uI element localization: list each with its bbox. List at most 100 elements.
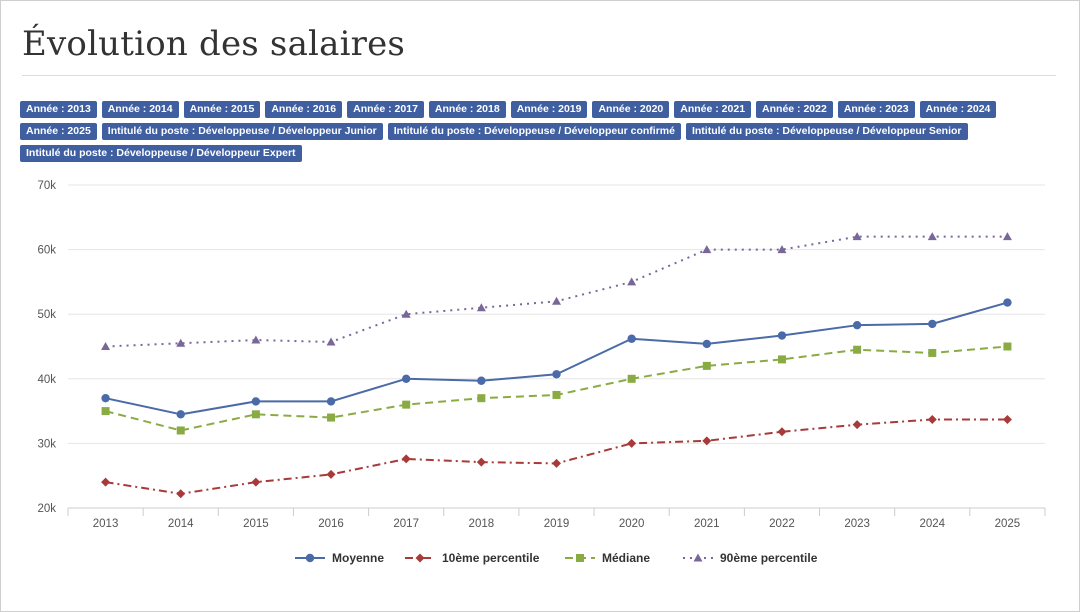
salary-line-chart: 20k 30k 40k 50k 60k 70k 2013 2014 2015 2016 2017 20… xyxy=(37,180,1046,565)
data-point xyxy=(777,331,787,340)
data-point xyxy=(327,413,336,422)
x-tick-label: 2022 xyxy=(769,518,795,530)
data-point xyxy=(101,342,111,350)
filter-tags: Année : 2013 Année : 2014 Année : 2015 Anné… xyxy=(20,101,1060,162)
data-point xyxy=(251,397,261,406)
data-point xyxy=(627,374,636,383)
data-point xyxy=(402,400,411,409)
data-point xyxy=(101,477,111,487)
data-point xyxy=(627,277,637,286)
data-point xyxy=(777,427,787,437)
series-line xyxy=(105,235,1008,348)
data-point xyxy=(176,338,186,347)
filter-tag[interactable]: Année : 2015 xyxy=(183,101,261,118)
data-point xyxy=(777,355,786,364)
series-line xyxy=(105,418,1008,495)
data-point xyxy=(852,320,862,330)
data-point xyxy=(477,376,486,385)
filter-tag[interactable]: Année : 2024 xyxy=(919,101,997,118)
filter-tag[interactable]: Année : 2018 xyxy=(428,101,506,118)
legend-item[interactable]: Médiane xyxy=(565,551,650,565)
data-point xyxy=(1002,414,1012,424)
data-point xyxy=(251,335,261,344)
legend-marker xyxy=(305,553,315,563)
data-point xyxy=(853,345,862,354)
x-tick-label: 2017 xyxy=(393,518,419,530)
data-point xyxy=(401,309,411,318)
x-tick-label: 2015 xyxy=(243,518,269,530)
series-10-me-percentile[interactable] xyxy=(101,414,1012,499)
legend-marker xyxy=(576,554,584,562)
y-tick-label: 70k xyxy=(37,180,56,192)
data-point xyxy=(627,334,636,343)
y-tick-label: 20k xyxy=(37,503,56,515)
legend-marker xyxy=(415,553,425,563)
data-point xyxy=(627,438,637,448)
x-tick-label: 2021 xyxy=(694,518,720,530)
title-divider xyxy=(22,75,1056,76)
legend-label: 90ème percentile xyxy=(720,551,818,565)
filter-tag[interactable]: Année : 2025 xyxy=(20,123,97,140)
data-point xyxy=(326,397,336,406)
data-point xyxy=(401,454,411,464)
data-point xyxy=(251,410,260,419)
series-m-diane[interactable] xyxy=(101,342,1012,435)
filter-tag[interactable]: Année : 2017 xyxy=(347,101,424,118)
data-point xyxy=(552,390,561,399)
data-point xyxy=(401,374,411,383)
data-point xyxy=(101,393,110,403)
data-point xyxy=(928,348,937,357)
data-point xyxy=(251,477,261,487)
data-point xyxy=(777,245,787,254)
filter-tag[interactable]: Intitulé du poste : Développeuse / Dével… xyxy=(387,123,681,140)
legend-label: Moyenne xyxy=(332,551,384,565)
y-tick-label: 50k xyxy=(37,309,56,321)
data-point xyxy=(476,457,486,467)
x-tick-label: 2019 xyxy=(544,518,570,530)
legend-item[interactable]: 10ème percentile xyxy=(405,551,540,565)
filter-tag[interactable]: Année : 2023 xyxy=(837,101,915,118)
data-point xyxy=(852,420,862,430)
filter-tag[interactable]: Intitulé du poste : Développeuse / Dével… xyxy=(685,123,968,140)
x-tick-label: 2016 xyxy=(318,518,344,530)
x-tick-label: 2023 xyxy=(844,518,870,530)
y-tick-label: 60k xyxy=(37,245,56,257)
data-point xyxy=(1002,232,1012,241)
data-point xyxy=(702,436,712,446)
y-tick-label: 40k xyxy=(37,374,56,386)
data-point xyxy=(326,469,336,479)
data-point xyxy=(176,489,186,499)
data-point xyxy=(852,232,862,241)
y-tick-label: 30k xyxy=(37,438,56,450)
filter-tag[interactable]: Année : 2016 xyxy=(265,101,343,118)
filter-tag[interactable]: Intitulé du poste : Développeuse / Dével… xyxy=(20,145,302,162)
data-point xyxy=(1003,298,1012,307)
data-point xyxy=(476,303,486,312)
x-tick-label: 2018 xyxy=(469,518,495,530)
legend-label: 10ème percentile xyxy=(442,551,540,565)
legend-item[interactable]: 90ème percentile xyxy=(683,551,818,565)
filter-tag[interactable]: Année : 2019 xyxy=(510,101,588,118)
x-tick-label: 2024 xyxy=(919,518,945,530)
data-point xyxy=(552,370,561,379)
filter-tag[interactable]: Intitulé du poste : Développeuse / Dével… xyxy=(101,123,383,140)
data-point xyxy=(552,458,561,468)
filter-tag[interactable]: Année : 2021 xyxy=(674,101,752,118)
legend-label: Médiane xyxy=(602,551,650,565)
data-point xyxy=(552,296,561,305)
x-tick-label: 2013 xyxy=(93,518,119,530)
data-point xyxy=(927,232,937,241)
data-point xyxy=(927,414,937,424)
data-point xyxy=(176,426,185,435)
filter-tag[interactable]: Année : 2014 xyxy=(101,101,179,118)
data-point xyxy=(1003,342,1012,351)
series-moyenne[interactable] xyxy=(101,298,1012,419)
data-point xyxy=(702,361,711,370)
x-tick-label: 2020 xyxy=(619,518,645,530)
filter-tag[interactable]: Année : 2022 xyxy=(756,101,833,118)
series-90-me-percentile[interactable] xyxy=(101,232,1012,350)
filter-tag[interactable]: Année : 2013 xyxy=(20,101,97,118)
legend-item[interactable]: Moyenne xyxy=(295,551,384,565)
data-point xyxy=(101,407,110,416)
filter-tag[interactable]: Année : 2020 xyxy=(592,101,670,118)
